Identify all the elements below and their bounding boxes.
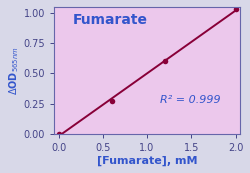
Point <box>163 60 167 63</box>
Text: R² = 0.999: R² = 0.999 <box>160 95 221 105</box>
Point <box>234 8 237 11</box>
Text: Fumarate: Fumarate <box>73 13 148 27</box>
Point <box>56 133 60 135</box>
X-axis label: [Fumarate], mM: [Fumarate], mM <box>97 156 197 166</box>
Y-axis label: $\Delta$OD$_{565nm}$: $\Delta$OD$_{565nm}$ <box>7 46 21 95</box>
Point <box>110 100 114 103</box>
